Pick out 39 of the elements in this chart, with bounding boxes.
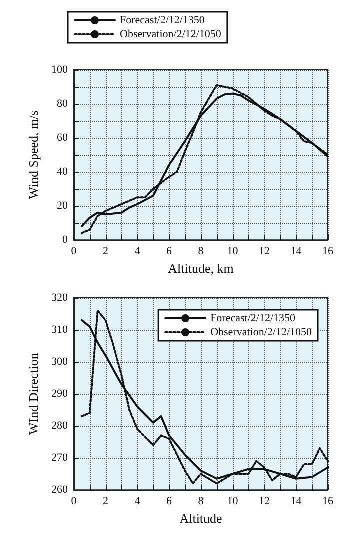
- y-axis-title: Wind Speed, m/s: [26, 110, 41, 200]
- x-tick-label: 12: [259, 246, 270, 258]
- x-tick-label: 16: [322, 496, 334, 508]
- y-tick-label: 270: [52, 452, 68, 464]
- legend-label: Observation/2/12/1050: [210, 326, 312, 338]
- x-tick-label: 10: [227, 496, 239, 508]
- y-tick-label: 0: [62, 234, 68, 246]
- legend-label: Forecast/2/12/1350: [120, 14, 206, 26]
- x-tick-label: 2: [103, 496, 108, 508]
- y-tick-label: 80: [57, 98, 68, 110]
- y-axis-title: WInd Direction: [26, 352, 41, 436]
- x-tick-label: 6: [166, 246, 172, 258]
- x-tick-label: 4: [134, 246, 141, 258]
- y-tick-label: 40: [57, 166, 68, 178]
- y-tick-label: 300: [52, 356, 68, 368]
- x-tick-label: 8: [198, 496, 204, 508]
- legend-label: Forecast/2/12/1350: [210, 312, 296, 324]
- x-tick-label: 16: [322, 246, 334, 258]
- y-tick-label: 310: [52, 324, 68, 336]
- x-tick-label: 14: [290, 496, 302, 508]
- x-tick-label: 14: [290, 246, 302, 258]
- x-axis-title: Altitude, km: [168, 261, 234, 276]
- x-tick-label: 12: [259, 496, 270, 508]
- y-tick-label: 20: [57, 200, 68, 212]
- legend-label: Observation/2/12/1050: [120, 28, 222, 40]
- x-tick-label: 4: [134, 496, 141, 508]
- y-tick-label: 100: [52, 64, 68, 76]
- y-tick-label: 260: [52, 484, 68, 496]
- x-tick-label: 2: [103, 246, 108, 258]
- x-axis-title: Altitude: [180, 511, 223, 526]
- x-tick-label: 8: [198, 246, 204, 258]
- x-tick-label: 10: [227, 246, 239, 258]
- x-tick-label: 0: [71, 496, 78, 508]
- y-tick-label: 320: [52, 292, 68, 304]
- x-tick-label: 6: [166, 496, 172, 508]
- y-tick-label: 280: [52, 420, 68, 432]
- y-tick-label: 60: [57, 132, 68, 144]
- y-tick-label: 290: [52, 388, 68, 400]
- x-tick-label: 0: [71, 246, 78, 258]
